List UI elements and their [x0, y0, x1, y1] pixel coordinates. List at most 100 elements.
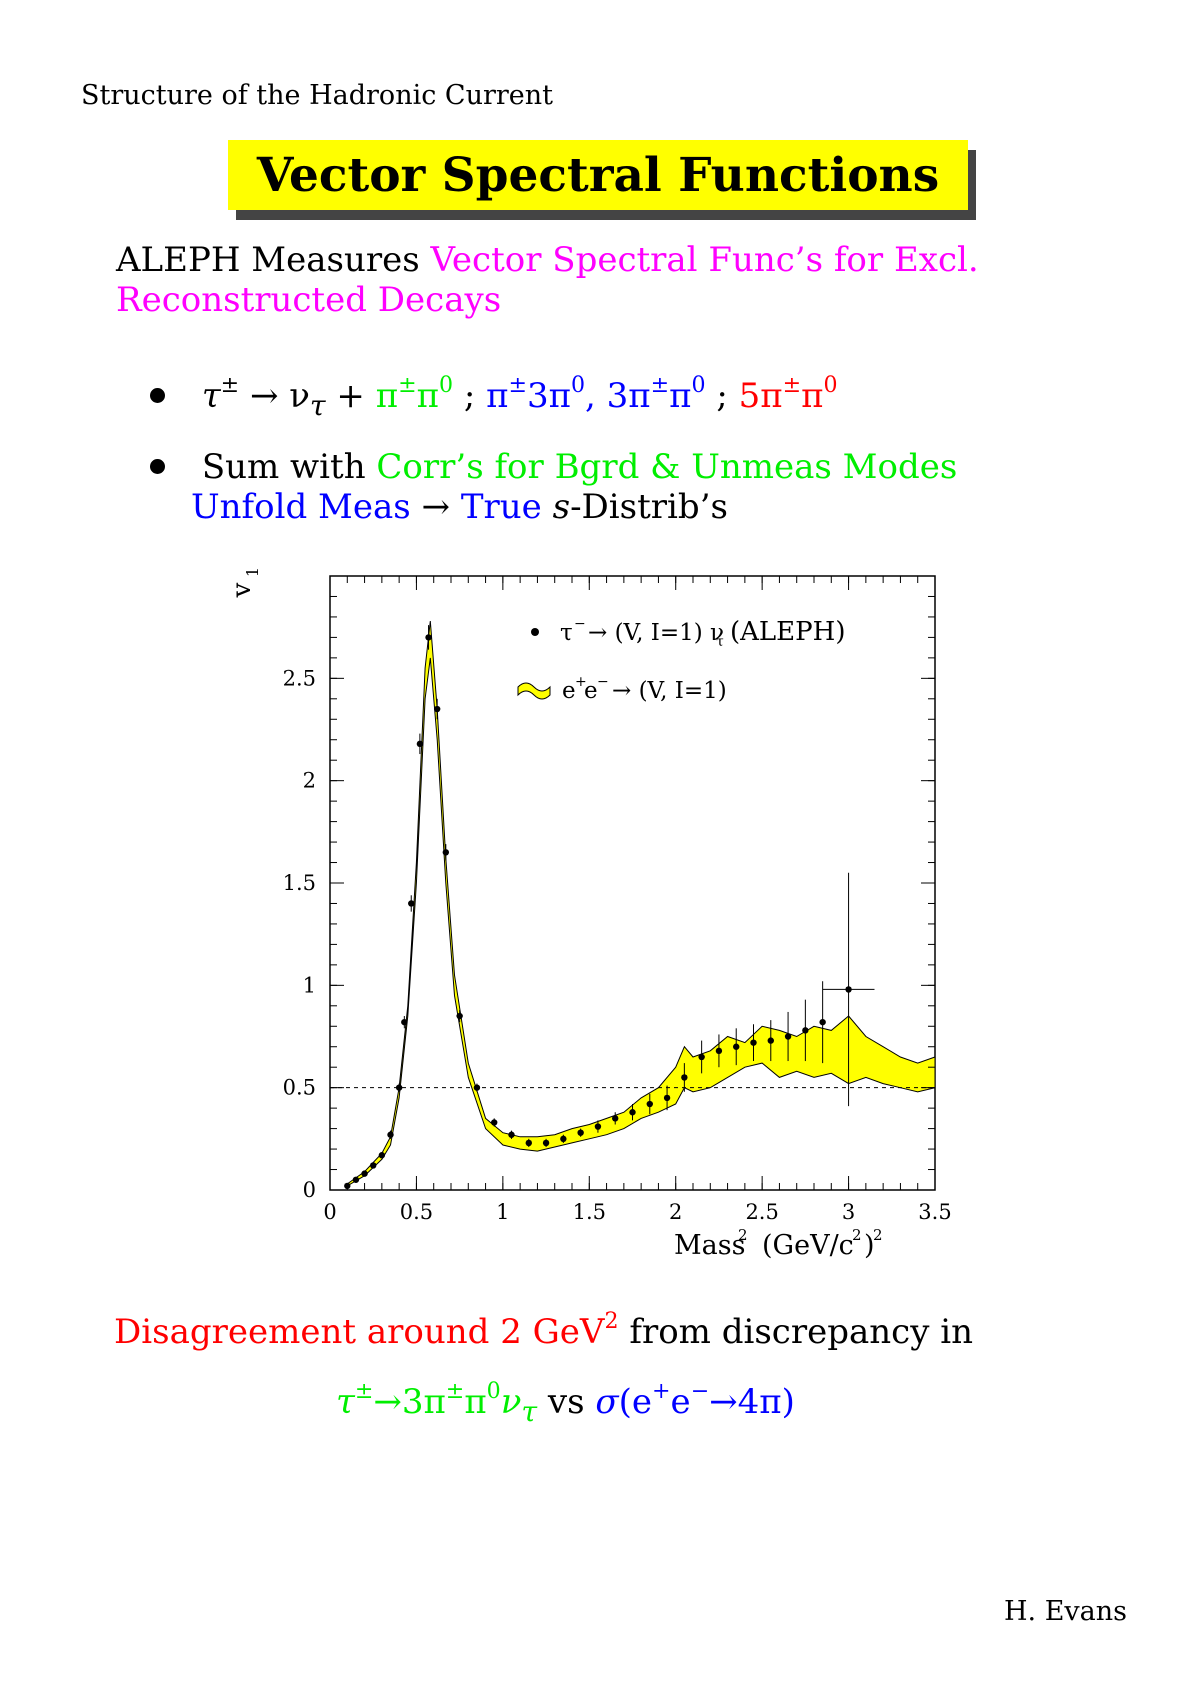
- unfold-blue: Unfold Meas: [191, 487, 411, 527]
- x-tick-label: 1.5: [573, 1200, 606, 1224]
- conclusion-red-sup: 2: [604, 1308, 619, 1335]
- data-point: [491, 1119, 498, 1126]
- data-point: [442, 849, 450, 856]
- x-tick-label: 3.5: [918, 1200, 951, 1224]
- data-point: [433, 705, 441, 713]
- data-point: [378, 1152, 386, 1159]
- x-tick-label: 0: [323, 1200, 336, 1224]
- data-point: [352, 1176, 360, 1183]
- arrow-nu: → ν: [249, 376, 310, 416]
- bullet-dot: [150, 387, 165, 403]
- separator-1: ;: [463, 376, 476, 416]
- intro-text: ALEPH Measures Vector Spectral Func’s fo…: [116, 240, 1116, 320]
- data-point: [698, 1053, 705, 1061]
- intro-magenta-1: Vector Spectral Func’s for Excl.: [430, 240, 979, 280]
- author: H. Evans: [1004, 1596, 1128, 1627]
- s-variable: s: [552, 487, 571, 527]
- x-tick-label: 2.5: [745, 1200, 778, 1224]
- x-tick-label: 0.5: [400, 1200, 433, 1224]
- y-tick-label: 0: [303, 1178, 316, 1202]
- plus-sign: +: [336, 376, 365, 416]
- data-point: [395, 1084, 403, 1091]
- distrib-text: -Distrib’s: [570, 487, 728, 527]
- x-axis-unit: (GeV/c: [762, 1230, 854, 1261]
- legend-marker-aleph: [531, 628, 539, 636]
- bullet-sum: Sum with Corr’s for Bgrd & Unmeas Modes …: [150, 447, 957, 527]
- x-tick-label: 2: [669, 1200, 682, 1224]
- data-point: [525, 1139, 532, 1147]
- data-point: [629, 1109, 636, 1116]
- data-point: [542, 1139, 550, 1147]
- x-tick-label: 1: [496, 1200, 509, 1224]
- tau-symbol: τ: [201, 376, 221, 416]
- data-point: [594, 1123, 602, 1130]
- x-axis-label-sup: 2: [738, 1226, 748, 1244]
- data-point: [681, 1074, 688, 1081]
- data-point: [663, 1094, 671, 1102]
- legend-ee-sup2: −: [597, 674, 609, 690]
- tau-pm: ±: [220, 372, 240, 399]
- data-point: [416, 740, 424, 748]
- data-point: [733, 1043, 740, 1050]
- data-point: [767, 1037, 774, 1044]
- mode-green: π±π0: [375, 372, 454, 416]
- intro-magenta-2: Reconstructed Decays: [116, 280, 502, 320]
- x-axis-unit-close: ): [864, 1230, 875, 1261]
- y-axis-label: v: [230, 582, 257, 598]
- data-point: [612, 1115, 619, 1122]
- conclusion-line-2: τ±→3π±π0ντ vs σ(e+e−→4π): [336, 1378, 795, 1427]
- slide-title: Vector Spectral Functions: [228, 140, 968, 210]
- mode-red: 5π±π0: [738, 372, 838, 416]
- bullet-decay-modes: τ± → ντ + π±π0 ; π±3π0, 3π±π0 ; 5π±π0: [150, 372, 838, 426]
- data-point: [784, 1033, 792, 1040]
- conclusion-red: Disagreement around 2 GeV: [114, 1312, 605, 1352]
- sum-black: Sum with: [201, 447, 366, 487]
- data-point: [473, 1084, 481, 1091]
- legend-ee-e2: e: [584, 678, 598, 704]
- legend-aleph-tau: τ: [560, 620, 573, 646]
- data-point: [401, 1018, 408, 1026]
- data-point: [344, 1182, 351, 1190]
- y-tick-label: 0.5: [283, 1076, 316, 1100]
- y-tick-label: 1.5: [283, 871, 316, 895]
- intro-black: ALEPH Measures: [116, 240, 420, 280]
- legend-ee-e: e: [562, 678, 576, 704]
- y-tick-label: 1: [303, 973, 316, 997]
- data-point: [408, 900, 415, 907]
- data-point: [715, 1047, 723, 1055]
- y-tick-label: 2.5: [283, 666, 316, 690]
- true-blue: True: [460, 487, 542, 527]
- legend-ee-rest: → (V, I=1): [612, 678, 727, 704]
- data-point: [819, 1018, 826, 1026]
- legend-aleph-sub: τ: [716, 634, 724, 650]
- data-point: [387, 1131, 394, 1138]
- y-tick-label: 2: [303, 769, 316, 793]
- x-axis-label: Mass: [674, 1230, 745, 1261]
- data-point: [845, 986, 852, 993]
- x-tick-label: 3: [842, 1200, 855, 1224]
- data-point: [750, 1039, 757, 1046]
- legend-marker-band: [517, 682, 551, 700]
- data-point: [646, 1100, 653, 1108]
- bullet-dot: [150, 458, 165, 474]
- ee-band: [346, 620, 936, 1187]
- data-point: [456, 1012, 463, 1020]
- legend-ee-sup1: +: [575, 674, 587, 690]
- x-axis-unit-close-sup: 2: [873, 1226, 883, 1244]
- unfold-arrow: →: [421, 487, 451, 527]
- data-point: [560, 1135, 567, 1143]
- separator-2: ;: [716, 376, 728, 416]
- x-axis-unit-sup: 2: [852, 1226, 862, 1244]
- sum-green: Corr’s for Bgrd & Unmeas Modes: [376, 447, 958, 487]
- conclusion-blue: σ(e+e−→4π): [595, 1378, 795, 1422]
- data-point: [508, 1131, 515, 1138]
- y-axis-label-sub: 1: [243, 567, 262, 577]
- data-point: [425, 634, 432, 641]
- conclusion-line-1: Disagreement around 2 GeV2 from discrepa…: [114, 1310, 973, 1352]
- conclusion-black: from discrepancy in: [629, 1312, 973, 1352]
- legend-aleph-arrow: → (V, I=1) ν: [588, 620, 724, 646]
- mode-blue: π±3π0, 3π±π0: [486, 372, 706, 416]
- plot-frame: [329, 575, 936, 1191]
- data-point: [361, 1170, 368, 1177]
